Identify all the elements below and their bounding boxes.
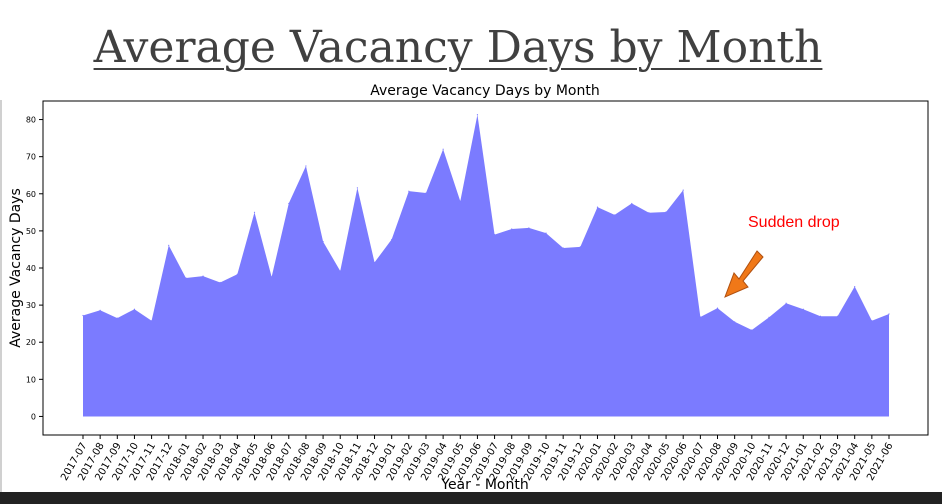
data-point xyxy=(476,114,479,116)
y-tick-label: 80 xyxy=(26,116,36,125)
data-point xyxy=(716,307,719,309)
data-point xyxy=(151,320,153,322)
data-point xyxy=(648,212,650,214)
y-axis-label: Average Vacancy Days xyxy=(8,188,24,348)
data-point xyxy=(819,315,822,317)
x-axis: 2017-072017-082017-092017-102017-112017-… xyxy=(59,435,896,483)
data-point xyxy=(408,190,410,192)
data-point xyxy=(271,276,273,278)
data-point xyxy=(99,309,101,311)
data-point xyxy=(511,228,513,230)
data-point xyxy=(253,211,256,213)
chart-title: Average Vacancy Days by Month xyxy=(370,83,599,99)
slide-title: Average Vacancy Days by Month xyxy=(93,22,823,73)
data-point xyxy=(373,261,376,264)
y-tick-label: 50 xyxy=(26,227,36,236)
data-point xyxy=(596,206,599,208)
slide-left-rule xyxy=(0,100,2,492)
data-point xyxy=(614,214,616,216)
data-point xyxy=(768,316,770,318)
data-point xyxy=(836,315,839,317)
data-point xyxy=(682,189,684,191)
data-point xyxy=(871,320,873,322)
slide-bottom-bar xyxy=(0,492,942,504)
data-point xyxy=(751,329,753,331)
data-point xyxy=(545,232,547,234)
y-axis: 0 10 20 30 40 50 60 70 80 xyxy=(26,116,43,421)
data-point xyxy=(305,165,307,167)
y-tick-label: 70 xyxy=(26,153,36,162)
data-point xyxy=(168,244,170,246)
data-point xyxy=(734,321,736,323)
data-point xyxy=(185,277,187,279)
plot-layer xyxy=(82,114,890,417)
data-point xyxy=(339,270,341,272)
data-point xyxy=(116,317,118,319)
data-point xyxy=(528,227,530,229)
data-point xyxy=(802,308,804,310)
data-point xyxy=(356,187,358,189)
annotation: Sudden drop xyxy=(724,214,840,298)
x-axis-label: Year - Month xyxy=(440,477,528,493)
y-tick-label: 20 xyxy=(26,338,36,347)
data-point xyxy=(665,211,667,213)
data-point xyxy=(202,275,204,277)
annotation-text: Sudden drop xyxy=(748,214,840,231)
data-point xyxy=(391,238,393,241)
data-point xyxy=(785,302,787,304)
y-tick-label: 30 xyxy=(26,301,36,310)
y-tick-label: 40 xyxy=(26,264,36,273)
data-point xyxy=(562,247,564,249)
data-point xyxy=(699,316,701,318)
data-point xyxy=(459,200,461,202)
data-point xyxy=(631,202,633,205)
data-point xyxy=(854,285,856,288)
data-point xyxy=(322,241,324,243)
y-tick-label: 0 xyxy=(31,412,36,421)
data-point xyxy=(133,308,136,310)
arrow-down-left-icon xyxy=(724,250,764,298)
data-point xyxy=(442,148,444,150)
data-point xyxy=(579,246,581,248)
data-point xyxy=(82,314,84,317)
data-point xyxy=(888,313,890,315)
y-tick-label: 10 xyxy=(26,375,36,384)
y-tick-label: 60 xyxy=(26,190,36,199)
data-point xyxy=(493,234,496,236)
data-point xyxy=(219,281,221,284)
data-point xyxy=(288,202,290,205)
data-point xyxy=(236,273,238,275)
data-point xyxy=(425,192,427,194)
area-series xyxy=(83,114,889,417)
